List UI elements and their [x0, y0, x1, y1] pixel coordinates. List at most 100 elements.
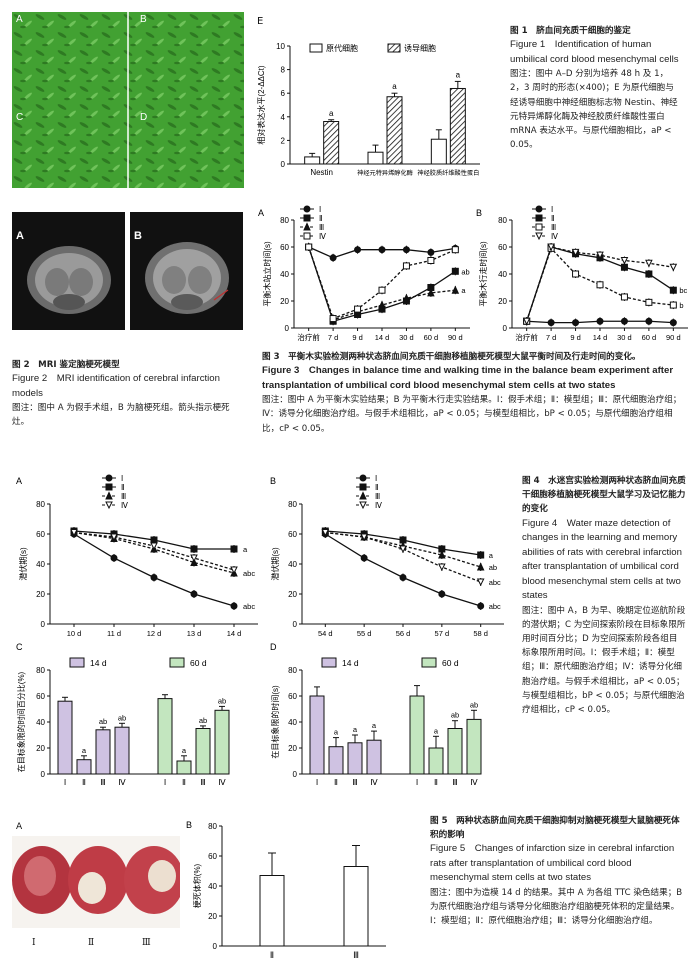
fig3a-series-3-point-5: [427, 257, 435, 264]
fig3b-series-2-point-6: [669, 301, 677, 309]
fig4d-sig-1-2: ab: [451, 711, 459, 720]
fig4b-x-tick-label-4: 58 d: [473, 629, 488, 638]
fig4b-series-2-point-4: [476, 562, 485, 571]
fig4d-sig-0-3: a: [372, 721, 377, 730]
fig4a-y-label: 潜伏期(s): [18, 547, 28, 581]
fig4b-y-tick-label-3: 60: [288, 530, 297, 539]
fig4a-y-tick-label-0: 0: [41, 620, 46, 629]
fig4a-y-tick-label-1: 20: [36, 590, 45, 599]
fig4d-sig-0-2: a: [353, 725, 358, 734]
fig3a-panel-label: A: [258, 208, 264, 218]
fig3b-y-tick-label-0: 0: [503, 324, 508, 333]
fig3-caption-en: Figure 3 Changes in balance time and wal…: [262, 365, 674, 391]
fig3a-series-3-point-2: [354, 305, 362, 313]
fig4a-series-0-sig: abc: [243, 602, 255, 611]
fig3a-chart: A 0 20 40 60 80 平衡木站立时间(s) 治疗前 7 d 9 d 14 d 30 d 60 …: [258, 205, 470, 342]
fig4d-legend-label-1: 60 d: [442, 658, 459, 668]
fig3b-legend-label-2: Ⅲ: [551, 223, 556, 232]
micro-label-a: A: [16, 14, 23, 25]
fig4c-sig-1-2: ab: [199, 716, 207, 725]
fig3b-legend-marker-1: [535, 214, 543, 222]
fig1-caption-note: 图注：图中 A–D 分别为培养 48 h 及 1，2，3 周时的形态(×400)…: [510, 69, 678, 151]
fig3a-legend-marker-1: [303, 214, 311, 222]
fig3b-series-2-point-3: [596, 281, 604, 289]
fig5-caption: 图 5 两种状态脐血间充质干细胞抑制对脑梗死模型大鼠脑梗死体积的影响 Figur…: [430, 814, 686, 929]
fig3a-series-1-sig: ab: [461, 267, 469, 276]
fig4b-x-tick-label-2: 56 d: [396, 629, 411, 638]
fig3a-x-tick-label-5: 60 d: [424, 333, 439, 342]
fig1e-bar-0-2: [430, 138, 447, 165]
fig4a-legend-marker-3: [105, 501, 113, 510]
fig3b-legend-marker-3: [535, 232, 543, 241]
fig4d-legend-swatch-0: [321, 657, 337, 668]
fig1e-panel-label: E: [257, 16, 264, 27]
fig4c-bar-1-0: [157, 698, 173, 775]
fig4c-y-tick-label-0: 0: [41, 770, 46, 779]
fig3a-x-tick-label-2: 9 d: [352, 333, 362, 342]
fig4a-y-tick-label-3: 60: [36, 530, 45, 539]
fig4d-y-tick-label-2: 40: [288, 718, 297, 727]
fig3a-x-tick-label-3: 14 d: [375, 333, 390, 342]
fig5b-y-label: 梗死体积(%): [192, 863, 202, 908]
fig4a-chart: A 0 20 40 60 80 潜伏期(s) 10 d 11 d 12 d 13 d 14 d abc Ⅰ…: [16, 474, 258, 638]
fig4c-x-tick-label-1-1: Ⅱ: [182, 778, 186, 787]
fig4a-series-1-point-3: [190, 545, 198, 553]
fig4b-legend-marker-0: [359, 474, 367, 482]
fig3a-series-2-point-6: [451, 285, 460, 294]
fig4c-bar-0-0: [57, 700, 73, 775]
fig4d-bar-0-3: [366, 739, 382, 775]
fig4c-panel-label: C: [16, 642, 23, 652]
fig3a-y-tick-label-4: 80: [280, 216, 289, 225]
fig4-caption: 图 4 水迷宫实验检测两种状态脐血间充质干细胞移植脑梗死模型大鼠学习及记忆能力的…: [522, 474, 686, 717]
fig4b-series-3-point-3: [438, 563, 446, 572]
fig4c-legend-label-1: 60 d: [190, 658, 207, 668]
fig4b-legend-label-2: Ⅲ: [375, 492, 380, 501]
fig4d-bar-1-3: [466, 718, 482, 775]
fig4a-panel-label: A: [16, 476, 22, 486]
fig4b-y-tick-label-4: 80: [288, 500, 297, 509]
fig4a-series-0-point-3: [190, 590, 198, 598]
fig4a-series-0-point-1: [110, 554, 118, 562]
fig4a-series-3-point-0: [70, 529, 78, 537]
fig4b-legend-marker-2: [359, 491, 367, 500]
fig1e-y-tick-label-0: 0: [281, 160, 286, 169]
fig1e-x-tick-label-2: 神经胶质纤维酸性蛋白: [417, 169, 479, 177]
fig3b-legend-label-0: Ⅰ: [551, 205, 553, 214]
fig3a-y-tick-label-0: 0: [285, 324, 290, 333]
fig5-caption-zh: 图 5 两种状态脐血间充质干细胞抑制对脑梗死模型大鼠脑梗死体积的影响: [430, 816, 680, 841]
fig4a-legend-label-0: Ⅰ: [121, 474, 123, 483]
fig3a-x-tick-label-6: 90 d: [448, 333, 463, 342]
fig3a-series-0-point-1: [329, 254, 337, 262]
fig4c-x-tick-label-0-3: Ⅳ: [118, 778, 126, 787]
fig1e-bar-1-2: [449, 87, 466, 165]
fig4a-x-tick-label-0: 10 d: [67, 629, 82, 638]
fig1e-bar-1-0: [323, 121, 340, 165]
fig3a-series-1-point-6: [451, 267, 459, 275]
fig1-caption: 图 1 脐血间充质干细胞的鉴定 Figure 1 Identification …: [510, 24, 682, 152]
fig5b-y-tick-label-0: 0: [213, 942, 218, 951]
fig4c-y-tick-label-4: 80: [36, 666, 45, 675]
fig4d-sig-1-1: a: [434, 726, 439, 735]
fig4b-y-tick-label-1: 20: [288, 590, 297, 599]
fig1e-legend-label-1: 诱导细胞: [404, 43, 436, 53]
fig4c-y-tick-label-3: 60: [36, 692, 45, 701]
fig5b-x-tick-label-1: Ⅲ: [353, 950, 359, 960]
fig4d-bar-1-0: [409, 695, 425, 775]
fig4b-series-0-point-1: [360, 554, 368, 562]
fig4b-panel-label: B: [270, 476, 276, 486]
fig4a-series-3-point-2: [150, 542, 158, 551]
fig1e-y-tick-label-5: 10: [276, 42, 285, 51]
fig4c-sig-0-1: a: [82, 746, 87, 755]
fig4b-y-label: 潜伏期(s): [270, 547, 280, 581]
fig4d-legend-swatch-1: [421, 657, 437, 668]
micro-label-b: B: [140, 14, 147, 25]
fig4b-legend-label-1: Ⅱ: [375, 483, 379, 492]
fig4b-x-tick-label-1: 55 d: [357, 629, 372, 638]
fig4a-legend-label-3: Ⅳ: [121, 501, 128, 510]
fig4c-x-tick-label-1-3: Ⅳ: [218, 778, 226, 787]
fig4a-series-1-sig: a: [243, 545, 248, 554]
fig4a-series-3-point-1: [110, 533, 118, 542]
fig4d-y-tick-label-0: 0: [293, 770, 298, 779]
